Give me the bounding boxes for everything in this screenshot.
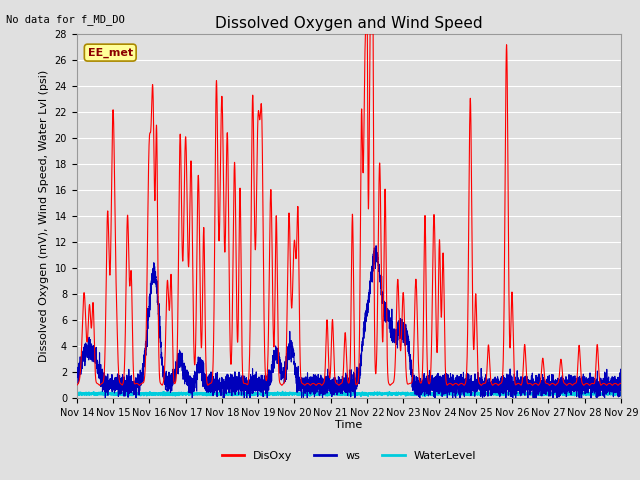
WaterLevel [427, 392, 435, 398]
Legend: DisOxy, ws, WaterLevel: DisOxy, ws, WaterLevel [217, 447, 481, 466]
WaterLevel [281, 390, 289, 396]
ws [281, 359, 289, 365]
ws [73, 372, 81, 378]
Text: EE_met: EE_met [88, 48, 133, 58]
DisOxy [362, 31, 369, 36]
WaterLevel [73, 391, 81, 397]
ws [172, 359, 180, 365]
Line: DisOxy: DisOxy [77, 34, 621, 385]
Y-axis label: Dissolved Oxygen (mV), Wind Speed, Water Lvl (psi): Dissolved Oxygen (mV), Wind Speed, Water… [39, 70, 49, 362]
DisOxy [399, 290, 407, 296]
WaterLevel [399, 390, 407, 396]
DisOxy [427, 370, 435, 375]
ws [479, 393, 487, 399]
WaterLevel [479, 391, 486, 397]
X-axis label: Time: Time [335, 420, 362, 430]
ws [372, 243, 380, 249]
Line: WaterLevel: WaterLevel [77, 392, 621, 396]
ws [617, 387, 625, 393]
WaterLevel [172, 390, 179, 396]
WaterLevel [592, 394, 600, 399]
DisOxy [479, 381, 486, 387]
DisOxy [546, 383, 554, 388]
DisOxy [281, 379, 289, 384]
DisOxy [617, 381, 625, 386]
Text: No data for f_MD_DO: No data for f_MD_DO [6, 14, 125, 25]
DisOxy [172, 379, 179, 384]
WaterLevel [520, 391, 528, 396]
Line: ws: ws [77, 246, 621, 398]
WaterLevel [617, 391, 625, 396]
ws [399, 340, 407, 346]
ws [427, 377, 435, 383]
Title: Dissolved Oxygen and Wind Speed: Dissolved Oxygen and Wind Speed [215, 16, 483, 31]
WaterLevel [279, 389, 287, 395]
ws [520, 374, 528, 380]
DisOxy [520, 346, 528, 351]
DisOxy [73, 383, 81, 388]
ws [102, 396, 109, 401]
